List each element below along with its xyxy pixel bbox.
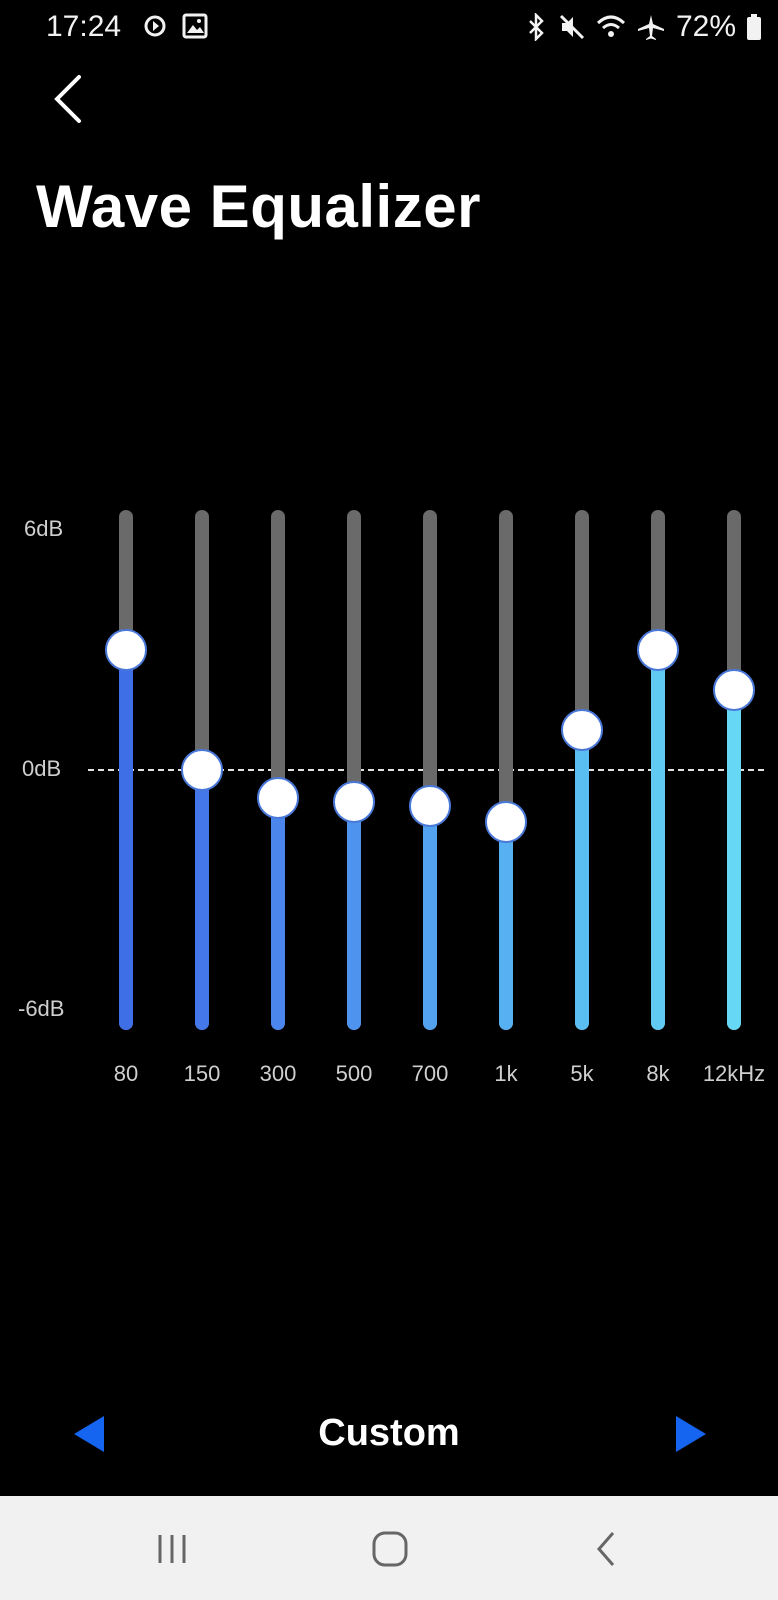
preset-selector: Custom: [0, 1400, 778, 1470]
chevron-left-icon: [54, 75, 81, 123]
slider-knob[interactable]: [333, 781, 375, 823]
sync-icon: [144, 15, 166, 37]
slider-knob[interactable]: [181, 749, 223, 791]
battery-icon: [747, 14, 761, 40]
slider-fill: [575, 730, 589, 1030]
slider-fill: [727, 690, 741, 1030]
page-title: Wave Equalizer: [36, 173, 481, 240]
frequency-label: 500: [335, 1061, 373, 1086]
status-time: 17:24: [46, 10, 122, 43]
slider-knob[interactable]: [257, 777, 299, 819]
bluetooth-icon: [529, 13, 544, 41]
slider-fill: [651, 650, 665, 1030]
slider-knob[interactable]: [637, 629, 679, 671]
db-label-max: 6dB: [24, 516, 64, 541]
slider-knob[interactable]: [713, 669, 755, 711]
mute-icon: [559, 14, 585, 40]
back-icon: [597, 1532, 615, 1566]
recent-apps-icon: [158, 1535, 186, 1563]
slider-knob[interactable]: [561, 709, 603, 751]
slider-fill: [347, 802, 361, 1030]
system-back-button[interactable]: [576, 1522, 636, 1576]
home-icon: [372, 1531, 408, 1567]
frequency-label: 12kHz: [702, 1061, 766, 1086]
slider-knob[interactable]: [409, 785, 451, 827]
db-label-min: -6dB: [18, 996, 65, 1021]
status-right: 72%: [524, 10, 762, 44]
status-bar: 17:24 72%: [0, 0, 778, 56]
slider-knob[interactable]: [485, 801, 527, 843]
frequency-label: 80: [113, 1061, 139, 1086]
preset-name: Custom: [318, 1412, 460, 1454]
frequency-label: 300: [259, 1061, 297, 1086]
slider-fill: [119, 650, 133, 1030]
slider-fill: [195, 770, 209, 1030]
slider-knob[interactable]: [105, 629, 147, 671]
navigation-bar: [0, 1496, 778, 1600]
slider-fill: [271, 798, 285, 1030]
status-left-icons: [142, 13, 208, 39]
home-button[interactable]: [360, 1522, 420, 1576]
slider-fill: [499, 822, 513, 1030]
frequency-label: 150: [183, 1061, 221, 1086]
wifi-icon: [596, 15, 625, 37]
previous-preset-button[interactable]: [68, 1412, 112, 1456]
frequency-label: 1k: [494, 1061, 518, 1086]
frequency-label: 5k: [570, 1061, 594, 1086]
recent-apps-button[interactable]: [142, 1522, 202, 1576]
frequency-label: 700: [411, 1061, 449, 1086]
next-preset-button[interactable]: [668, 1412, 712, 1456]
battery-percentage: 72%: [675, 10, 736, 43]
image-icon: [182, 13, 208, 39]
back-button[interactable]: [40, 72, 94, 126]
airplane-icon: [637, 15, 664, 40]
db-label-zero: 0dB: [22, 756, 62, 781]
equalizer-panel: 6dB 0dB -6dB 80 150 300 500 700 1k 5k 8k 12kHz: [0, 480, 778, 1100]
slider-fill: [423, 806, 437, 1030]
frequency-label: 8k: [646, 1061, 670, 1086]
